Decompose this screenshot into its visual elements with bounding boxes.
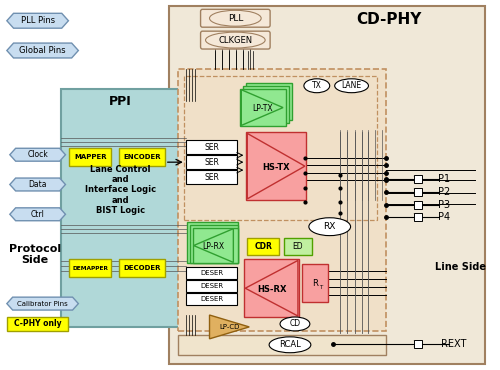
Text: P3: P3: [438, 200, 450, 210]
Polygon shape: [10, 148, 66, 161]
Text: TX: TX: [312, 81, 322, 90]
Bar: [7, 317, 68, 331]
Text: CLKGEN: CLKGEN: [218, 36, 252, 45]
Bar: [246, 132, 306, 200]
Ellipse shape: [280, 317, 310, 331]
FancyBboxPatch shape: [200, 31, 270, 49]
Text: Protocol
Side: Protocol Side: [8, 244, 60, 265]
Text: SER: SER: [204, 172, 219, 182]
FancyBboxPatch shape: [200, 9, 270, 27]
Text: ENCODER: ENCODER: [123, 154, 161, 160]
Text: CD-PHY: CD-PHY: [356, 12, 422, 27]
Text: DEMAPPER: DEMAPPER: [72, 266, 108, 271]
Bar: [302, 265, 328, 302]
Text: DESER: DESER: [200, 296, 223, 302]
Text: CDR: CDR: [254, 242, 272, 251]
Bar: [186, 268, 238, 279]
Text: LP-TX: LP-TX: [252, 104, 272, 113]
Text: DESER: DESER: [200, 270, 223, 276]
Bar: [414, 175, 422, 183]
Polygon shape: [10, 178, 66, 191]
Text: Data: Data: [28, 180, 47, 189]
Polygon shape: [242, 90, 283, 125]
Bar: [119, 259, 165, 277]
Bar: [184, 76, 378, 220]
Bar: [186, 170, 238, 184]
Bar: [186, 280, 238, 292]
Bar: [240, 89, 286, 127]
Bar: [186, 222, 238, 263]
Text: ED: ED: [292, 242, 303, 251]
Bar: [186, 155, 238, 169]
Bar: [244, 86, 289, 124]
Text: RX: RX: [324, 222, 336, 231]
Text: P2: P2: [438, 187, 450, 197]
Ellipse shape: [309, 218, 350, 236]
Bar: [62, 89, 178, 327]
Text: P4: P4: [438, 212, 450, 222]
Bar: [186, 293, 238, 305]
Ellipse shape: [304, 79, 330, 93]
Bar: [169, 6, 484, 364]
Bar: [190, 225, 238, 263]
Ellipse shape: [206, 32, 265, 48]
Ellipse shape: [210, 10, 261, 26]
Bar: [244, 259, 299, 317]
Text: SER: SER: [204, 143, 219, 152]
Bar: [178, 69, 386, 331]
Polygon shape: [246, 260, 298, 316]
Text: HS-RX: HS-RX: [258, 285, 287, 294]
Text: PLL Pins: PLL Pins: [20, 16, 54, 25]
Bar: [70, 259, 111, 277]
Bar: [414, 340, 422, 348]
Text: Clock: Clock: [28, 150, 48, 159]
Bar: [414, 213, 422, 221]
Text: Global Pins: Global Pins: [20, 46, 66, 55]
Text: C-PHY only: C-PHY only: [14, 319, 62, 329]
Text: T: T: [319, 285, 322, 290]
Polygon shape: [7, 297, 78, 310]
Ellipse shape: [334, 79, 368, 93]
Bar: [414, 201, 422, 209]
Text: PPI: PPI: [108, 95, 132, 108]
Text: Ctrl: Ctrl: [30, 210, 44, 219]
Bar: [119, 148, 165, 166]
Text: Calibrator Pins: Calibrator Pins: [17, 300, 68, 307]
Text: REXT: REXT: [441, 339, 466, 349]
Text: PLL: PLL: [228, 14, 243, 23]
Ellipse shape: [269, 337, 311, 353]
Text: CD: CD: [290, 319, 300, 329]
Bar: [70, 148, 111, 166]
Text: R: R: [312, 279, 318, 288]
Text: Lane Control
and
Interface Logic
and
BIST Logic: Lane Control and Interface Logic and BIS…: [84, 165, 156, 215]
Bar: [186, 140, 238, 154]
Polygon shape: [210, 315, 250, 339]
Bar: [192, 228, 238, 263]
Polygon shape: [10, 208, 66, 221]
Bar: [246, 83, 292, 121]
Bar: [178, 335, 386, 355]
Bar: [248, 238, 279, 255]
Text: LP-CD: LP-CD: [219, 324, 240, 330]
Text: LANE: LANE: [342, 81, 361, 90]
Bar: [284, 238, 312, 255]
Text: Line Side: Line Side: [436, 262, 486, 272]
Text: RCAL: RCAL: [279, 340, 301, 349]
Polygon shape: [7, 13, 68, 28]
Text: DESER: DESER: [200, 283, 223, 289]
Text: LP-RX: LP-RX: [202, 242, 224, 251]
Polygon shape: [248, 134, 305, 199]
Text: SER: SER: [204, 158, 219, 166]
Text: HS-TX: HS-TX: [262, 163, 290, 172]
Polygon shape: [194, 229, 234, 262]
Text: DECODER: DECODER: [123, 265, 160, 271]
Polygon shape: [7, 43, 78, 58]
Text: P1: P1: [438, 174, 450, 184]
Text: MAPPER: MAPPER: [74, 154, 106, 160]
Bar: [414, 188, 422, 196]
